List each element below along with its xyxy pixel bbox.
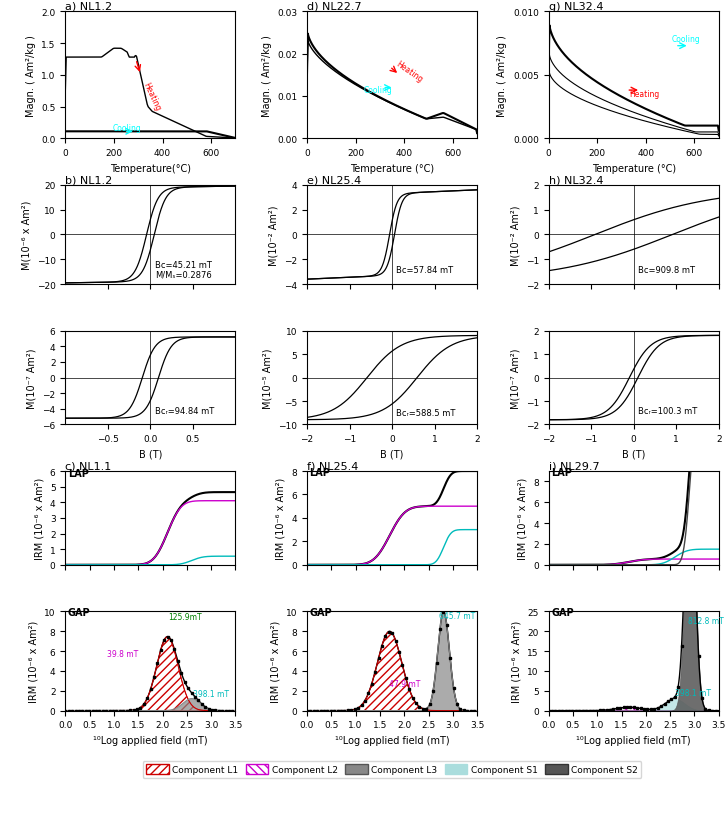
Text: g) NL32.4: g) NL32.4 — [549, 2, 603, 12]
Y-axis label: IRM (10⁻⁶ x Am²): IRM (10⁻⁶ x Am²) — [276, 477, 286, 559]
Text: 398.1 mT: 398.1 mT — [192, 689, 229, 698]
Text: 398.1 mT: 398.1 mT — [675, 688, 711, 697]
Text: GAP: GAP — [68, 608, 91, 618]
Text: Bᴄ=57.84 mT: Bᴄ=57.84 mT — [396, 265, 454, 275]
Text: 125.9mT: 125.9mT — [168, 613, 202, 622]
Y-axis label: IRM (10⁻⁶ x Am²): IRM (10⁻⁶ x Am²) — [34, 477, 44, 559]
Y-axis label: IRM (10⁻⁶ x Am²): IRM (10⁻⁶ x Am²) — [512, 620, 522, 702]
Text: Heating: Heating — [629, 90, 659, 99]
Y-axis label: Magn. ( Am²/kg ): Magn. ( Am²/kg ) — [261, 35, 272, 117]
Text: d) NL22.7: d) NL22.7 — [307, 2, 362, 12]
Text: LAP: LAP — [551, 467, 572, 478]
Y-axis label: M(10⁻⁵ Am²): M(10⁻⁵ Am²) — [263, 348, 273, 409]
Text: Heating: Heating — [142, 81, 163, 112]
X-axis label: ¹⁰Log applied field (mT): ¹⁰Log applied field (mT) — [335, 735, 449, 745]
Text: 812.8 mT: 812.8 mT — [688, 616, 723, 625]
Text: Heating: Heating — [394, 60, 425, 84]
X-axis label: ¹⁰Log applied field (mT): ¹⁰Log applied field (mT) — [93, 735, 208, 745]
Text: Cooling: Cooling — [672, 35, 701, 44]
Y-axis label: IRM (10⁻⁶ x Am²): IRM (10⁻⁶ x Am²) — [518, 477, 528, 559]
Text: i) NL29.7: i) NL29.7 — [549, 461, 599, 471]
Text: M/Mₛ=0.2876: M/Mₛ=0.2876 — [155, 270, 211, 280]
Text: GAP: GAP — [551, 608, 574, 618]
Text: LAP: LAP — [68, 468, 89, 478]
X-axis label: B (T): B (T) — [380, 449, 404, 459]
Y-axis label: M(10⁻² Am²): M(10⁻² Am²) — [269, 205, 279, 265]
X-axis label: Temperature (°C): Temperature (°C) — [350, 164, 434, 174]
X-axis label: B (T): B (T) — [622, 449, 645, 459]
Text: f) NL25.4: f) NL25.4 — [307, 461, 359, 471]
Text: Bᴄ=909.8 mT: Bᴄ=909.8 mT — [638, 265, 695, 275]
Y-axis label: IRM (10⁻⁶ x Am²): IRM (10⁻⁶ x Am²) — [28, 620, 38, 702]
Y-axis label: Magn. ( Am²/kg ): Magn. ( Am²/kg ) — [497, 35, 507, 117]
Text: GAP: GAP — [309, 608, 332, 618]
Text: Bᴄ=45.21 mT: Bᴄ=45.21 mT — [155, 261, 211, 270]
Text: Cooling: Cooling — [113, 124, 142, 133]
Text: Bᴄᵣ=94.84 mT: Bᴄᵣ=94.84 mT — [155, 406, 214, 415]
Text: Cooling: Cooling — [364, 86, 393, 94]
X-axis label: ¹⁰Log applied field (mT): ¹⁰Log applied field (mT) — [576, 735, 691, 745]
Text: c) NL1.1: c) NL1.1 — [65, 461, 112, 471]
Text: 39.8 mT: 39.8 mT — [107, 649, 138, 658]
X-axis label: B (T): B (T) — [139, 449, 162, 459]
Y-axis label: M(10⁻⁶ x Am²): M(10⁻⁶ x Am²) — [21, 201, 31, 270]
Text: e) NL25.4: e) NL25.4 — [307, 174, 362, 185]
X-axis label: Temperature (°C): Temperature (°C) — [592, 164, 676, 174]
Text: h) NL32.4: h) NL32.4 — [549, 174, 603, 185]
Text: b) NL1.2: b) NL1.2 — [65, 174, 113, 185]
Text: 645.7 mT: 645.7 mT — [439, 611, 475, 620]
Text: 47.9 mT: 47.9 mT — [388, 679, 420, 688]
Text: Bᴄᵣ=100.3 mT: Bᴄᵣ=100.3 mT — [638, 406, 697, 415]
Text: a) NL1.2: a) NL1.2 — [65, 2, 113, 12]
Y-axis label: IRM (10⁻⁶ x Am²): IRM (10⁻⁶ x Am²) — [270, 620, 280, 702]
Y-axis label: M(10⁻² Am²): M(10⁻² Am²) — [510, 205, 520, 265]
Y-axis label: Magn. ( Am²/kg ): Magn. ( Am²/kg ) — [25, 35, 36, 117]
Y-axis label: M(10⁻⁷ Am²): M(10⁻⁷ Am²) — [27, 348, 37, 409]
Legend: Component L1, Component L2, Component L3, Component S1, Component S2: Component L1, Component L2, Component L3… — [142, 761, 642, 778]
Y-axis label: M(10⁻⁷ Am²): M(10⁻⁷ Am²) — [510, 348, 520, 409]
X-axis label: Temperature(°C): Temperature(°C) — [110, 164, 191, 174]
Text: Bᴄᵣ=588.5 mT: Bᴄᵣ=588.5 mT — [396, 409, 456, 418]
Text: LAP: LAP — [309, 467, 330, 477]
